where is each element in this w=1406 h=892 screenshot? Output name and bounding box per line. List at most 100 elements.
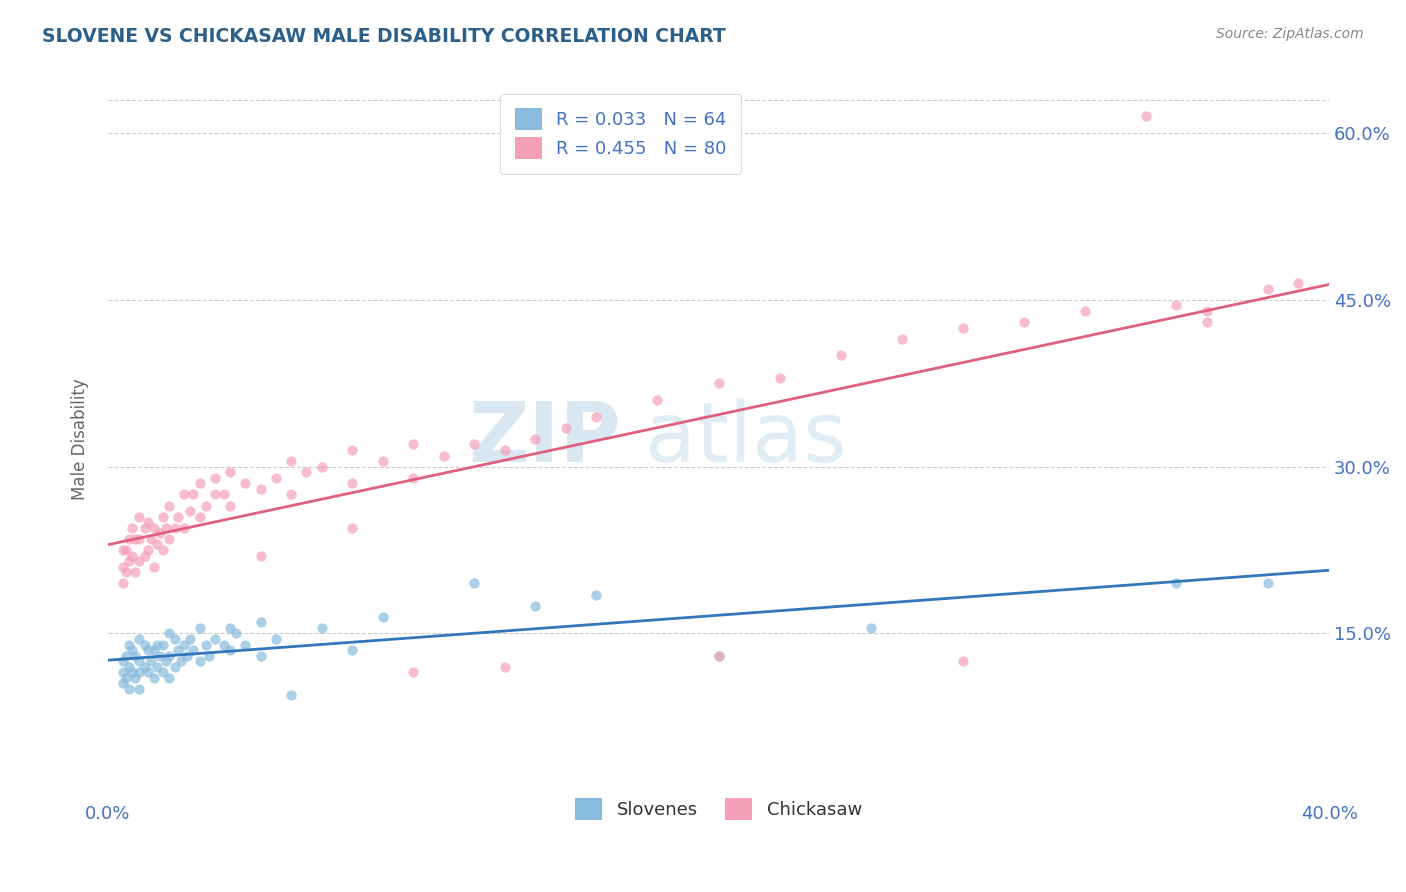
Point (128, 554, 150, 568)
Point (157, 671, 180, 685)
Y-axis label: Male Disability: Male Disability (72, 378, 89, 500)
Point (139, 532, 162, 546)
Point (554, 420, 576, 434)
Text: Source: ZipAtlas.com: Source: ZipAtlas.com (1216, 27, 1364, 41)
Point (112, 559, 135, 574)
Point (115, 671, 138, 685)
Point (311, 459, 333, 474)
Point (235, 638, 257, 652)
Point (173, 521, 195, 535)
Point (204, 632, 226, 646)
Point (136, 515, 159, 529)
Point (295, 465, 318, 479)
Point (264, 632, 287, 646)
Point (115, 648, 138, 663)
Point (112, 654, 135, 668)
Text: SLOVENE VS CHICKASAW MALE DISABILITY CORRELATION CHART: SLOVENE VS CHICKASAW MALE DISABILITY COR… (42, 27, 725, 45)
Point (1012, 315, 1035, 329)
Point (647, 392, 669, 407)
Point (128, 681, 150, 696)
Point (118, 660, 141, 674)
Point (157, 499, 180, 513)
Point (121, 521, 143, 535)
Point (194, 499, 217, 513)
Point (524, 432, 547, 446)
Point (197, 648, 219, 663)
Point (155, 654, 177, 668)
Point (463, 437, 485, 451)
Point (183, 487, 205, 501)
Point (225, 626, 247, 640)
Point (152, 665, 174, 680)
Point (219, 465, 242, 479)
Point (146, 638, 169, 652)
Point (194, 638, 217, 652)
Point (1166, 298, 1188, 312)
Point (121, 665, 143, 680)
Point (212, 487, 235, 501)
Point (1135, 109, 1157, 123)
Point (157, 648, 180, 663)
Point (146, 660, 169, 674)
Point (280, 487, 302, 501)
Point (494, 660, 516, 674)
Point (136, 665, 159, 680)
Point (165, 521, 187, 535)
Point (124, 648, 146, 663)
Point (340, 643, 363, 657)
Point (830, 348, 852, 362)
Point (249, 648, 271, 663)
Point (128, 654, 150, 668)
Point (204, 471, 226, 485)
Point (136, 543, 159, 558)
Point (157, 626, 180, 640)
Point (112, 676, 135, 690)
Point (371, 454, 394, 468)
Legend: Slovenes, Chickasaw: Slovenes, Chickasaw (561, 784, 876, 835)
Point (167, 643, 190, 657)
Point (219, 621, 242, 635)
Point (402, 665, 425, 680)
Point (219, 643, 242, 657)
Point (149, 526, 172, 541)
Point (173, 638, 195, 652)
Point (212, 638, 235, 652)
Point (1074, 304, 1097, 318)
Point (1195, 315, 1218, 329)
Point (112, 576, 135, 591)
Point (142, 643, 165, 657)
Point (249, 615, 271, 630)
Point (165, 660, 187, 674)
Point (280, 454, 302, 468)
Point (188, 476, 211, 491)
Point (249, 549, 271, 563)
Point (136, 643, 159, 657)
Point (142, 559, 165, 574)
Point (402, 437, 425, 451)
Point (249, 482, 271, 496)
Point (170, 654, 193, 668)
Point (371, 609, 394, 624)
Point (188, 654, 211, 668)
Point (173, 487, 195, 501)
Point (585, 587, 607, 601)
Point (235, 476, 257, 491)
Text: ZIP: ZIP (468, 399, 621, 479)
Point (142, 671, 165, 685)
Point (1288, 276, 1310, 290)
Point (264, 471, 287, 485)
Point (142, 521, 165, 535)
Point (112, 665, 135, 680)
Point (118, 681, 141, 696)
Point (707, 376, 730, 391)
Point (188, 621, 211, 635)
Point (149, 648, 172, 663)
Point (179, 504, 201, 518)
Point (118, 532, 141, 546)
Point (128, 632, 150, 646)
Point (167, 509, 190, 524)
Point (112, 543, 135, 558)
Point (157, 532, 180, 546)
Point (768, 370, 790, 384)
Point (1257, 576, 1279, 591)
